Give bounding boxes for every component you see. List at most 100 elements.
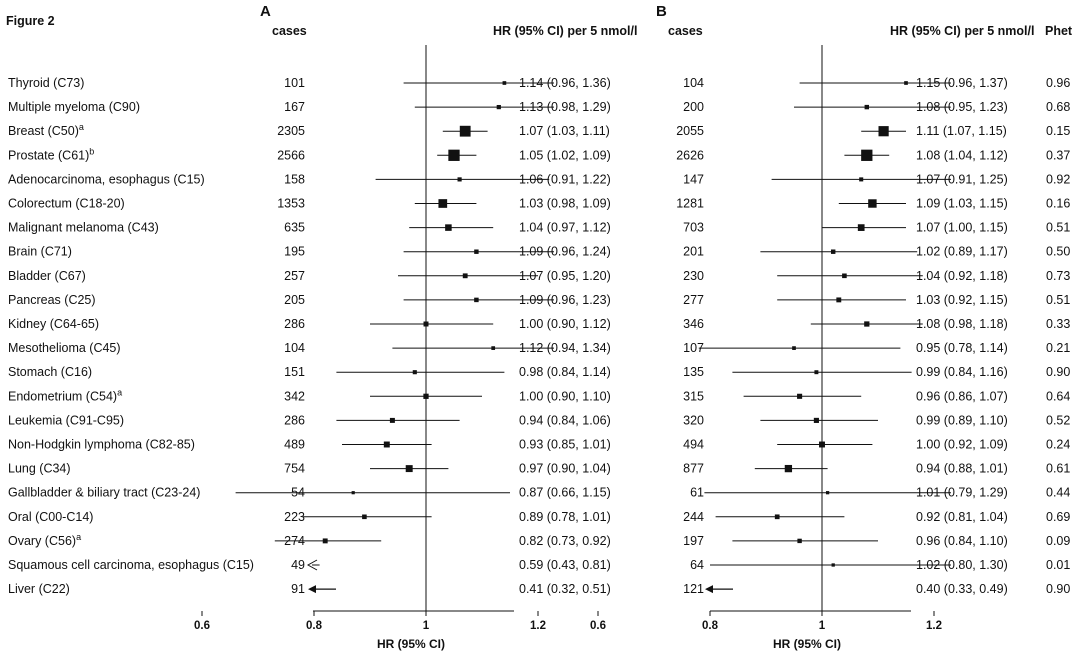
hr-point-a (491, 346, 496, 350)
panel-b-phet-header: Phet (1045, 24, 1073, 38)
x-tick-label-b: 0.6 (590, 620, 606, 632)
hr-point-b (878, 126, 889, 137)
hr-point-b (861, 149, 873, 161)
row-label: Ovary (C56)a (8, 532, 81, 548)
hr-point-a (383, 441, 390, 448)
hr-point-b (797, 393, 803, 399)
row-label: Multiple myeloma (C90) (8, 100, 140, 114)
cases-value-b: 201 (683, 245, 704, 259)
row-label: Kidney (C64-65) (8, 317, 99, 331)
phet-value: 0.15 (1046, 124, 1070, 138)
phet-value: 0.09 (1046, 534, 1070, 548)
cases-value-b: 107 (683, 341, 704, 355)
hr-point-b (784, 464, 793, 473)
hr-point-b (797, 538, 802, 544)
panel-a-cases-header: cases (272, 24, 307, 38)
hr-point-b (819, 441, 825, 448)
hr-ci-value-a: 1.07 (0.95, 1.20) (519, 269, 611, 283)
row-label: Stomach (C16) (8, 365, 92, 379)
phet-value: 0.64 (1046, 389, 1070, 403)
cases-value-b: 135 (683, 365, 704, 379)
cases-value-b: 64 (690, 558, 704, 572)
hr-ci-value-a: 1.09 (0.96, 1.24) (519, 245, 611, 259)
hr-ci-value-b: 0.96 (0.86, 1.07) (916, 389, 1008, 403)
row-label-superscript: a (117, 387, 122, 397)
x-tick-label-b: 1.2 (926, 620, 942, 632)
ci-arrowhead-a (308, 585, 316, 594)
panel-b-hr-header: HR (95% CI) per 5 nmol/l (890, 24, 1034, 38)
hr-ci-value-a: 1.09 (0.96, 1.23) (519, 293, 611, 307)
hr-ci-value-b: 0.99 (0.89, 1.10) (916, 413, 1008, 427)
cases-value-b: 1281 (676, 197, 704, 211)
row-label: Prostate (C61)b (8, 146, 94, 162)
cases-value-b: 2055 (676, 124, 704, 138)
hr-point-a (389, 417, 395, 423)
cases-value-a: 257 (284, 269, 305, 283)
hr-ci-value-a: 0.59 (0.43, 0.81) (519, 558, 611, 572)
phet-value: 0.69 (1046, 510, 1070, 524)
hr-ci-value-b: 1.08 (0.98, 1.18) (916, 317, 1008, 331)
cases-value-a: 49 (291, 558, 305, 572)
cases-value-b: 315 (683, 389, 704, 403)
hr-ci-value-b: 1.07 (0.91, 1.25) (916, 172, 1008, 186)
x-tick-label-b: 1 (819, 620, 826, 632)
panel-b-label: B (656, 3, 667, 20)
hr-point-a (459, 125, 471, 137)
hr-point-a (502, 81, 507, 85)
phet-value: 0.01 (1046, 558, 1070, 572)
hr-point-b (830, 249, 836, 254)
hr-ci-value-a: 1.05 (1.02, 1.09) (519, 148, 611, 162)
hr-point-b (842, 273, 847, 279)
ci-arrowhead-a (306, 559, 318, 571)
hr-point-b (774, 514, 780, 520)
cases-value-b: 121 (683, 582, 704, 596)
cases-value-b: 197 (683, 534, 704, 548)
hr-ci-value-a: 1.13 (0.98, 1.29) (519, 100, 611, 114)
phet-value: 0.61 (1046, 462, 1070, 476)
phet-value: 0.90 (1046, 365, 1070, 379)
hr-ci-value-a: 1.06 (0.91, 1.22) (519, 172, 611, 186)
hr-ci-value-b: 1.07 (1.00, 1.15) (916, 221, 1008, 235)
phet-value: 0.37 (1046, 148, 1070, 162)
cases-value-b: 200 (683, 100, 704, 114)
row-label: Squamous cell carcinoma, esophagus (C15) (8, 558, 254, 572)
cases-value-b: 703 (683, 221, 704, 235)
row-label: Gallbladder & biliary tract (C23-24) (8, 486, 200, 500)
row-label: Brain (C71) (8, 245, 72, 259)
hr-ci-value-a: 0.82 (0.73, 0.92) (519, 534, 611, 548)
row-label: Malignant melanoma (C43) (8, 221, 159, 235)
row-label: Breast (C50)a (8, 122, 84, 138)
cases-value-a: 286 (284, 317, 305, 331)
hr-ci-value-a: 0.87 (0.66, 1.15) (519, 486, 611, 500)
phet-value: 0.90 (1046, 582, 1070, 596)
phet-value: 0.68 (1046, 100, 1070, 114)
hr-ci-value-b: 1.11 (1.07, 1.15) (916, 124, 1007, 138)
hr-ci-value-b: 1.00 (0.92, 1.09) (916, 438, 1008, 452)
hr-ci-value-b: 1.02 (0.89, 1.17) (916, 245, 1008, 259)
x-tick-label-a: 0.6 (194, 620, 210, 632)
phet-value: 0.52 (1046, 413, 1070, 427)
hr-ci-value-b: 0.95 (0.78, 1.14) (916, 341, 1008, 355)
hr-ci-value-b: 0.40 (0.33, 0.49) (916, 582, 1008, 596)
cases-value-b: 230 (683, 269, 704, 283)
hr-point-b (857, 224, 865, 231)
hr-ci-value-b: 1.15 (0.96, 1.37) (916, 76, 1008, 90)
cases-value-a: 2566 (277, 148, 305, 162)
cases-value-b: 244 (683, 510, 704, 524)
cases-value-a: 489 (284, 438, 305, 452)
hr-ci-value-a: 1.07 (1.03, 1.11) (519, 124, 610, 138)
hr-point-b (904, 81, 908, 85)
phet-value: 0.51 (1046, 221, 1070, 235)
hr-point-b (831, 563, 835, 567)
cases-value-a: 195 (284, 245, 305, 259)
figure-title: Figure 2 (6, 14, 55, 28)
cases-value-b: 277 (683, 293, 704, 307)
panel-a-hr-header: HR (95% CI) per 5 nmol/l (493, 24, 637, 38)
row-label: Adenocarcinoma, esophagus (C15) (8, 172, 205, 186)
row-label-superscript: a (76, 532, 81, 542)
row-label: Bladder (C67) (8, 269, 86, 283)
hr-point-b (836, 297, 842, 303)
hr-ci-value-a: 0.89 (0.78, 1.01) (519, 510, 611, 524)
hr-point-a (412, 370, 417, 375)
